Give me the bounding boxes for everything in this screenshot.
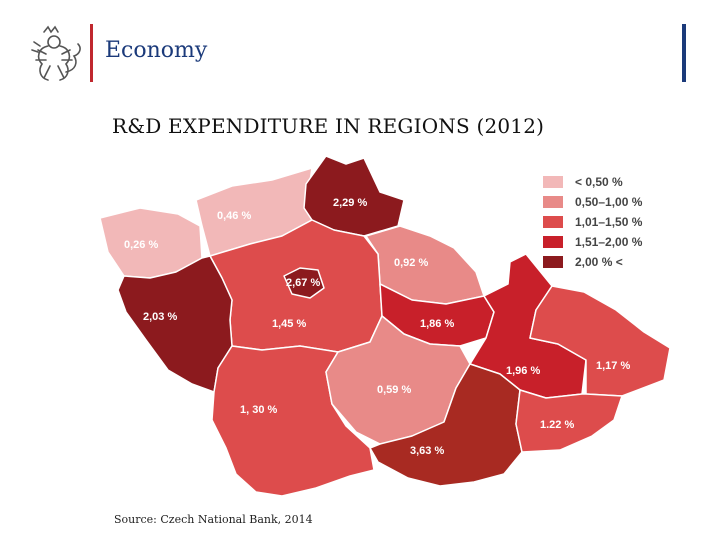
region-zlinsky [515, 389, 623, 453]
region-liberecky [303, 155, 405, 237]
region-plzensky [117, 255, 233, 393]
value-jihomoravsky: 3,63 % [410, 445, 444, 457]
legend-label: < 0,50 % [575, 175, 623, 189]
value-praha: 2,67 % [286, 277, 320, 289]
legend-label: 1,51–2,00 % [575, 235, 643, 249]
slide-title: R&D EXPENDITURE IN REGIONS (2012) [112, 114, 545, 138]
region-praha [283, 267, 325, 299]
legend-item: 0,50–1,00 % [543, 192, 642, 212]
value-plzensky: 2,03 % [143, 311, 177, 323]
value-jihocesky: 1, 30 % [240, 404, 278, 416]
value-vysocina: 0,59 % [377, 384, 411, 396]
czech-lion-icon [31, 25, 81, 81]
legend-swatch [543, 196, 563, 208]
legend-label: 2,00 % < [575, 255, 623, 269]
legend-swatch [543, 256, 563, 268]
header-title: Economy [105, 38, 208, 63]
legend-label: 1,01–1,50 % [575, 215, 643, 229]
legend: < 0,50 % 0,50–1,00 % 1,01–1,50 % 1,51–2,… [543, 172, 642, 272]
value-ustecky: 0,46 % [217, 210, 251, 222]
header-accent-bar [90, 24, 93, 82]
value-liberecky: 2,29 % [333, 197, 367, 209]
right-accent-bar [682, 24, 686, 82]
legend-item: < 0,50 % [543, 172, 642, 192]
legend-swatch [543, 176, 563, 188]
legend-swatch [543, 216, 563, 228]
source-note: Source: Czech National Bank, 2014 [114, 513, 313, 526]
value-stredocesky: 1,45 % [272, 318, 306, 330]
value-zlinsky: 1.22 % [540, 419, 574, 431]
legend-item: 1,51–2,00 % [543, 232, 642, 252]
legend-swatch [543, 236, 563, 248]
value-kralovehradecky: 0,92 % [394, 257, 428, 269]
value-pardubicky: 1,86 % [420, 318, 454, 330]
legend-item: 2,00 % < [543, 252, 642, 272]
value-olomoucky: 1,96 % [506, 365, 540, 377]
legend-label: 0,50–1,00 % [575, 195, 643, 209]
value-karlovarsky: 0,26 % [124, 239, 158, 251]
value-moravskoslezsky: 1,17 % [596, 360, 630, 372]
legend-item: 1,01–1,50 % [543, 212, 642, 232]
